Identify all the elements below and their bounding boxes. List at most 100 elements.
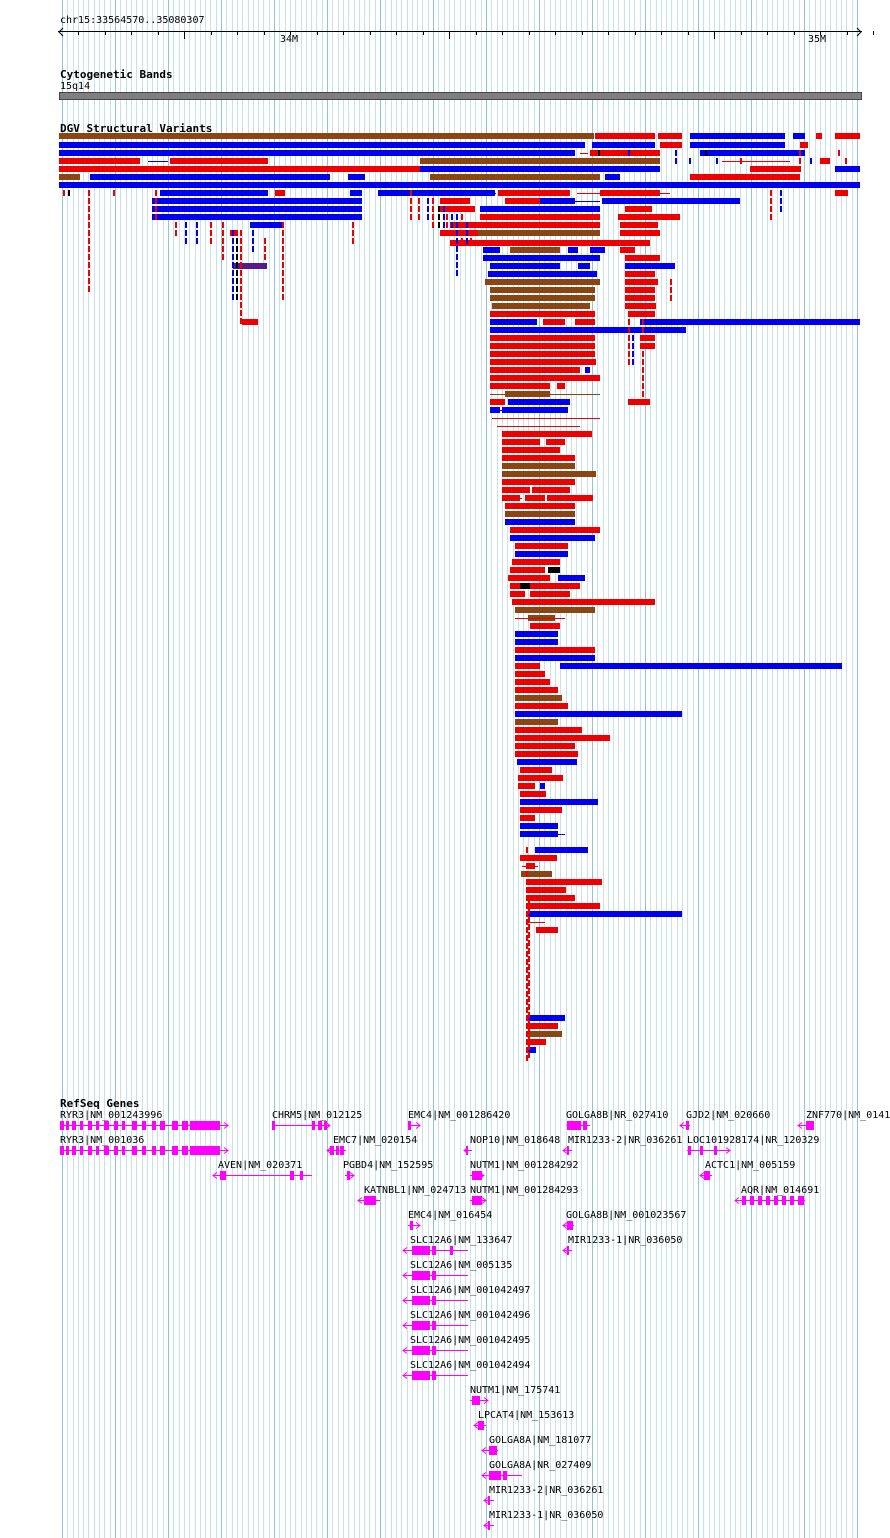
dgv-variant[interactable] bbox=[88, 262, 90, 268]
dgv-variant[interactable] bbox=[770, 190, 772, 196]
dgv-variant[interactable] bbox=[515, 719, 558, 725]
dgv-variant[interactable] bbox=[526, 879, 602, 885]
dgv-variant[interactable] bbox=[510, 583, 580, 589]
dgv-variant[interactable] bbox=[625, 271, 655, 277]
dgv-variant[interactable] bbox=[485, 279, 600, 285]
dgv-variant[interactable] bbox=[502, 439, 540, 445]
dgv-variant[interactable] bbox=[528, 996, 530, 1002]
dgv-variant[interactable] bbox=[488, 271, 597, 277]
dgv-variant[interactable] bbox=[282, 238, 284, 244]
dgv-variant[interactable] bbox=[535, 847, 588, 853]
gene-exon[interactable] bbox=[300, 1171, 303, 1180]
gene-label-golga8b-nr-027410[interactable]: GOLGA8B|NR_027410 bbox=[566, 1110, 669, 1121]
dgv-variant[interactable] bbox=[512, 599, 655, 605]
gene-strand-arrow[interactable] bbox=[415, 1222, 421, 1229]
dgv-variant[interactable] bbox=[432, 198, 434, 204]
dgv-variant[interactable] bbox=[625, 303, 656, 309]
dgv-variant[interactable] bbox=[502, 471, 596, 477]
dgv-variant[interactable] bbox=[282, 254, 284, 260]
gene-exon[interactable] bbox=[806, 1121, 814, 1130]
dgv-variant[interactable] bbox=[526, 887, 566, 893]
gene-exon[interactable] bbox=[88, 1121, 92, 1130]
dgv-variant[interactable] bbox=[240, 230, 242, 236]
dgv-variant[interactable] bbox=[515, 727, 582, 733]
gene-label-mir1233-1-nr-036050[interactable]: MIR1233-1|NR_036050 bbox=[568, 1235, 683, 1246]
dgv-variant[interactable] bbox=[793, 133, 805, 139]
dgv-variant[interactable] bbox=[568, 247, 578, 253]
dgv-variant[interactable] bbox=[528, 1012, 530, 1018]
dgv-variant[interactable] bbox=[800, 142, 808, 148]
dgv-variant[interactable] bbox=[526, 879, 528, 885]
dgv-variant[interactable] bbox=[352, 222, 354, 228]
dgv-variant[interactable] bbox=[68, 190, 70, 196]
dgv-variant[interactable] bbox=[427, 214, 429, 220]
gene-exon[interactable] bbox=[182, 1121, 188, 1130]
dgv-variant[interactable] bbox=[470, 238, 472, 244]
dgv-variant[interactable] bbox=[528, 924, 530, 930]
dgv-variant[interactable] bbox=[628, 351, 630, 357]
gene-label-actc1-nm-005159[interactable]: ACTC1|NM_005159 bbox=[705, 1160, 796, 1171]
gene-label-slc12a6-nm-133647[interactable]: SLC12A6|NM_133647 bbox=[410, 1235, 513, 1246]
gene-label-emc7-nm-020154[interactable]: EMC7|NM_020154 bbox=[333, 1135, 418, 1146]
dgv-variant[interactable] bbox=[658, 133, 682, 139]
dgv-variant[interactable] bbox=[560, 663, 842, 669]
gene-label-katnbl1-nm-024713[interactable]: KATNBL1|NM_024713 bbox=[364, 1185, 467, 1196]
dgv-variant[interactable] bbox=[252, 238, 254, 244]
coordinate-ruler[interactable]: 34M 35M bbox=[58, 26, 874, 45]
dgv-variant[interactable] bbox=[236, 246, 238, 252]
dgv-variant[interactable] bbox=[240, 246, 242, 252]
dgv-variant[interactable] bbox=[528, 916, 530, 922]
dgv-variant[interactable] bbox=[232, 254, 234, 260]
dgv-variant[interactable] bbox=[456, 254, 458, 260]
dgv-variant[interactable] bbox=[528, 900, 530, 906]
gene-strand-arrow[interactable] bbox=[483, 1397, 489, 1404]
dgv-variant[interactable] bbox=[240, 286, 242, 292]
gene-label-nutm1-nm-001284293[interactable]: NUTM1|NM_001284293 bbox=[470, 1185, 579, 1196]
gene-strand-arrow[interactable] bbox=[734, 1197, 740, 1204]
gene-label-golga8a-nr-027409[interactable]: GOLGA8A|NR_027409 bbox=[489, 1460, 592, 1471]
dgv-variant[interactable] bbox=[490, 335, 595, 341]
gene-label-slc12a6-nm-001042495[interactable]: SLC12A6|NM_001042495 bbox=[410, 1335, 531, 1346]
dgv-variant[interactable] bbox=[520, 807, 562, 813]
dgv-variant[interactable] bbox=[515, 679, 550, 685]
dgv-variant[interactable] bbox=[526, 1023, 528, 1029]
dgv-variant[interactable] bbox=[59, 174, 80, 180]
dgv-variant[interactable] bbox=[526, 975, 528, 981]
gene-label-emc4-nm-016454[interactable]: EMC4|NM_016454 bbox=[408, 1210, 493, 1221]
dgv-variant[interactable] bbox=[770, 198, 772, 204]
gene-exon[interactable] bbox=[472, 1171, 482, 1180]
dgv-variant[interactable] bbox=[515, 607, 595, 613]
dgv-variant[interactable] bbox=[628, 335, 630, 341]
dgv-variant[interactable] bbox=[478, 230, 600, 236]
dgv-variant[interactable] bbox=[236, 286, 238, 292]
dgv-variant[interactable] bbox=[490, 287, 595, 293]
gene-label-mir1233-2-nr-036261-b[interactable]: MIR1233-2|NR_036261 bbox=[489, 1485, 604, 1496]
dgv-variant[interactable] bbox=[526, 1015, 528, 1021]
dgv-variant[interactable] bbox=[578, 263, 590, 269]
gene-exon[interactable] bbox=[488, 1521, 490, 1530]
gene-exon[interactable] bbox=[347, 1171, 350, 1180]
dgv-variant[interactable] bbox=[520, 831, 558, 837]
dgv-variant[interactable] bbox=[526, 991, 528, 997]
dgv-variant[interactable] bbox=[528, 1020, 530, 1026]
dgv-variant[interactable] bbox=[470, 230, 472, 236]
gene-exon[interactable] bbox=[132, 1146, 137, 1155]
gene-strand-arrow[interactable] bbox=[481, 1197, 487, 1204]
dgv-variant[interactable] bbox=[282, 270, 284, 276]
dgv-variant[interactable] bbox=[799, 166, 801, 172]
gene-exon[interactable] bbox=[412, 1346, 430, 1355]
dgv-variant[interactable] bbox=[632, 359, 634, 365]
dgv-variant[interactable] bbox=[515, 639, 558, 645]
dgv-variant[interactable] bbox=[456, 262, 458, 268]
dgv-variant[interactable] bbox=[236, 238, 238, 244]
dgv-variant[interactable] bbox=[526, 887, 528, 893]
gene-exon[interactable] bbox=[790, 1196, 794, 1205]
gene-exon[interactable] bbox=[330, 1146, 334, 1155]
gene-exon[interactable] bbox=[432, 1271, 436, 1280]
dgv-variant[interactable] bbox=[240, 254, 242, 260]
gene-exon[interactable] bbox=[190, 1146, 220, 1155]
dgv-variant[interactable] bbox=[170, 158, 268, 164]
dgv-variant[interactable] bbox=[490, 375, 600, 381]
dgv-variant[interactable] bbox=[185, 230, 187, 236]
gene-exon[interactable] bbox=[182, 1146, 188, 1155]
